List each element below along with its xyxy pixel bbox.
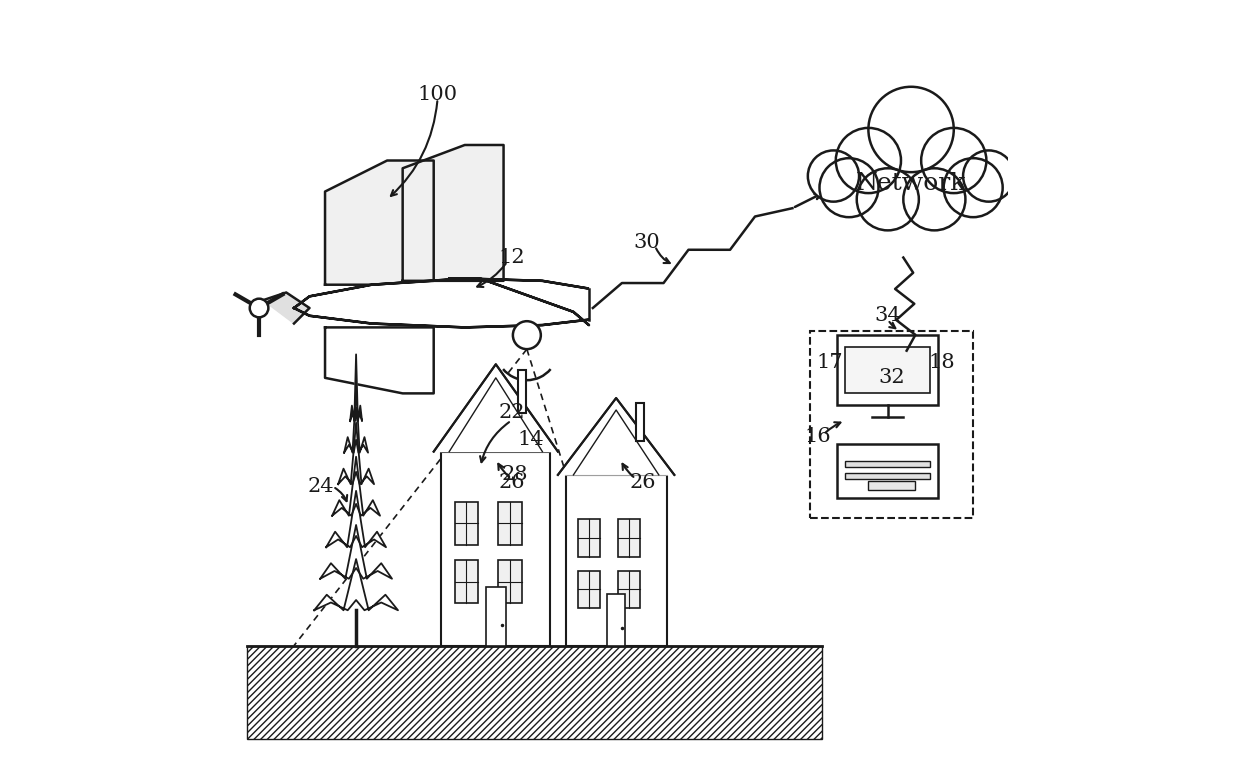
Bar: [837, 444, 939, 499]
Text: 17: 17: [816, 353, 843, 372]
Polygon shape: [314, 559, 398, 610]
Text: 12: 12: [498, 248, 525, 267]
Polygon shape: [263, 292, 310, 323]
Bar: [517, 370, 526, 413]
Bar: [608, 594, 625, 646]
Circle shape: [903, 168, 966, 231]
Bar: [846, 347, 930, 393]
Bar: [578, 570, 600, 608]
Text: 26: 26: [498, 473, 525, 492]
Text: 16: 16: [805, 427, 831, 446]
Text: 34: 34: [874, 306, 901, 326]
Bar: [565, 475, 667, 646]
Circle shape: [820, 158, 878, 217]
Polygon shape: [326, 491, 386, 547]
Text: 30: 30: [634, 232, 661, 252]
Text: Network: Network: [856, 172, 966, 196]
Polygon shape: [558, 398, 675, 475]
Polygon shape: [350, 354, 362, 421]
Bar: [455, 560, 479, 603]
Bar: [578, 520, 600, 557]
Polygon shape: [294, 279, 589, 327]
Bar: [455, 502, 479, 545]
Circle shape: [944, 158, 1003, 217]
Text: 28: 28: [502, 465, 528, 485]
Text: 100: 100: [418, 85, 458, 104]
Polygon shape: [339, 423, 374, 485]
Text: 32: 32: [878, 368, 905, 387]
Polygon shape: [434, 365, 558, 452]
Bar: [846, 473, 930, 479]
Circle shape: [857, 168, 919, 231]
Text: 24: 24: [308, 477, 335, 496]
Polygon shape: [332, 456, 379, 516]
Bar: [498, 560, 522, 603]
Bar: [846, 461, 930, 467]
Polygon shape: [345, 389, 368, 453]
Bar: [248, 646, 822, 738]
Polygon shape: [449, 279, 589, 325]
Polygon shape: [325, 160, 434, 284]
Circle shape: [249, 298, 268, 317]
Bar: [868, 481, 915, 491]
Polygon shape: [403, 145, 503, 280]
Text: 26: 26: [630, 473, 656, 492]
Polygon shape: [325, 327, 434, 393]
Circle shape: [868, 86, 954, 172]
Text: 14: 14: [517, 431, 544, 449]
Text: 22: 22: [498, 404, 525, 422]
Circle shape: [807, 150, 859, 202]
Text: 18: 18: [929, 353, 956, 372]
Bar: [618, 520, 640, 557]
FancyBboxPatch shape: [837, 335, 939, 405]
Circle shape: [921, 128, 986, 193]
Bar: [618, 570, 640, 608]
Polygon shape: [320, 525, 392, 579]
Circle shape: [836, 128, 901, 193]
Circle shape: [963, 150, 1014, 202]
Bar: [441, 452, 551, 646]
Bar: [486, 587, 506, 646]
Circle shape: [513, 321, 541, 349]
Bar: [636, 404, 645, 441]
Bar: [498, 502, 522, 545]
